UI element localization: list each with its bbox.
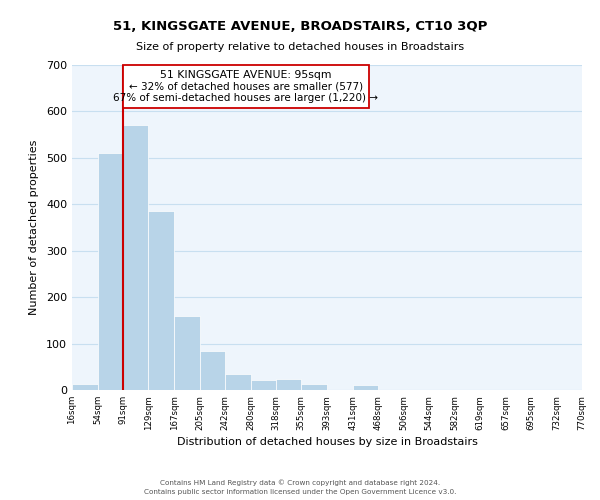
Bar	[200, 352, 225, 390]
Bar	[72, 384, 98, 390]
Text: Size of property relative to detached houses in Broadstairs: Size of property relative to detached ho…	[136, 42, 464, 52]
Bar	[174, 316, 200, 390]
Y-axis label: Number of detached properties: Number of detached properties	[29, 140, 39, 315]
Bar	[123, 125, 148, 390]
Text: 67% of semi-detached houses are larger (1,220) →: 67% of semi-detached houses are larger (…	[113, 93, 379, 103]
Bar	[148, 211, 174, 390]
Bar	[251, 380, 276, 390]
FancyBboxPatch shape	[123, 65, 369, 108]
Text: ← 32% of detached houses are smaller (577): ← 32% of detached houses are smaller (57…	[129, 82, 363, 92]
Bar	[98, 153, 123, 390]
Bar	[301, 384, 327, 390]
Text: Contains HM Land Registry data © Crown copyright and database right 2024.: Contains HM Land Registry data © Crown c…	[160, 480, 440, 486]
Text: 51, KINGSGATE AVENUE, BROADSTAIRS, CT10 3QP: 51, KINGSGATE AVENUE, BROADSTAIRS, CT10 …	[113, 20, 487, 33]
Bar	[353, 386, 378, 390]
X-axis label: Distribution of detached houses by size in Broadstairs: Distribution of detached houses by size …	[176, 436, 478, 446]
Bar	[225, 374, 251, 390]
Text: 51 KINGSGATE AVENUE: 95sqm: 51 KINGSGATE AVENUE: 95sqm	[160, 70, 332, 80]
Text: Contains public sector information licensed under the Open Government Licence v3: Contains public sector information licen…	[144, 489, 456, 495]
Bar	[276, 379, 301, 390]
